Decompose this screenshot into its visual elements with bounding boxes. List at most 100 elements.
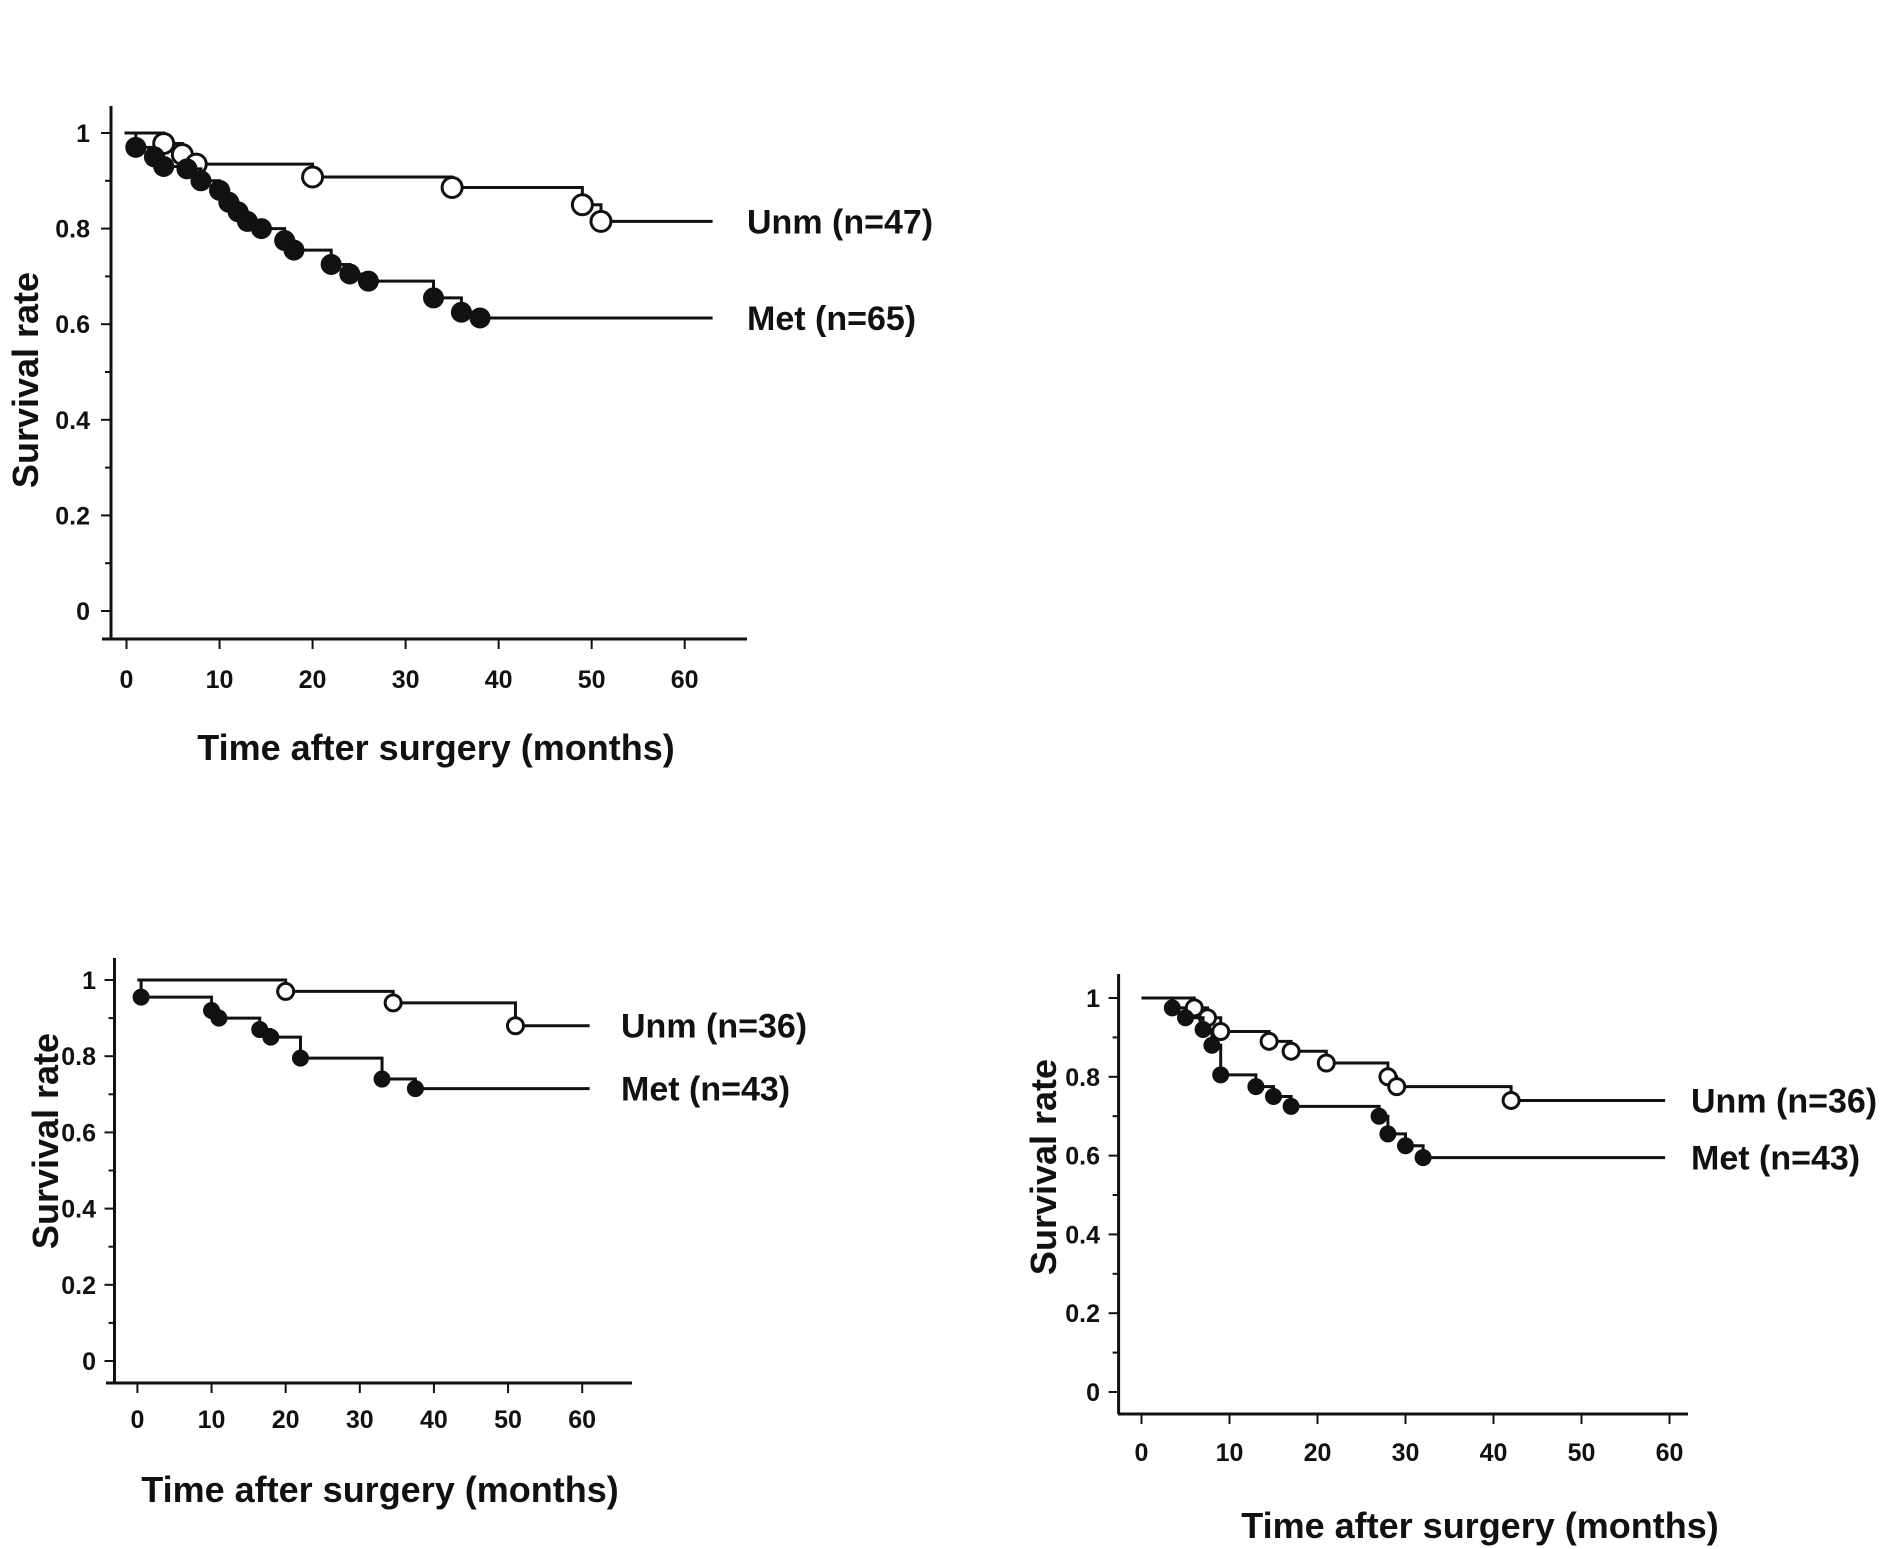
- filled-circle-marker: [423, 287, 445, 309]
- x-tick-label: 0: [1135, 1439, 1149, 1467]
- filled-circle-marker: [406, 1080, 424, 1098]
- y-tick-label: 0.6: [1065, 1143, 1100, 1171]
- survival-step-line: [124, 131, 713, 320]
- open-circle-marker: [570, 193, 594, 217]
- series-unm: Unm (n=47): [124, 131, 933, 241]
- series-label: Met (n=43): [1691, 1140, 1860, 1178]
- series-label: Unm (n=36): [621, 1008, 807, 1046]
- y-tick-label: 0.8: [1065, 1064, 1100, 1092]
- series-met: Met (n=43): [132, 978, 790, 1109]
- y-tick-label: 1: [82, 967, 96, 995]
- filled-circle-marker: [373, 1070, 391, 1088]
- x-tick-label: 0: [120, 666, 134, 694]
- y-tick-label: 0.2: [55, 502, 90, 530]
- y-tick-label: 0.4: [55, 407, 90, 435]
- y-tick-label: 0.8: [61, 1043, 96, 1071]
- series-met: Met (n=43): [1141, 996, 1860, 1178]
- y-axis-title: Survival rate: [25, 1033, 66, 1249]
- y-axis-title: Survival rate: [5, 272, 46, 488]
- series-met: Met (n=65): [124, 131, 916, 338]
- filled-circle-marker: [262, 1028, 280, 1046]
- y-axis-title: Survival rate: [1023, 1059, 1064, 1275]
- x-tick-label: 40: [420, 1406, 448, 1434]
- open-circle-marker: [301, 165, 325, 189]
- filled-circle-marker: [1203, 1036, 1221, 1054]
- open-circle-marker: [589, 209, 613, 233]
- x-tick-label: 60: [671, 666, 699, 694]
- series-label: Unm (n=36): [1691, 1082, 1877, 1120]
- filled-circle-marker: [1212, 1066, 1230, 1084]
- filled-circle-marker: [1177, 1009, 1194, 1027]
- filled-circle-marker: [250, 218, 272, 240]
- x-tick-label: 30: [1392, 1439, 1420, 1467]
- y-tick-label: 0.2: [1065, 1300, 1100, 1328]
- y-tick-label: 0.8: [55, 216, 90, 244]
- x-axis-title: Time after surgery (months): [197, 727, 674, 768]
- filled-circle-marker: [469, 307, 491, 329]
- y-tick-label: 0.6: [55, 311, 90, 339]
- survival-step-line: [137, 978, 590, 1091]
- series-unm: Unm (n=36): [1141, 996, 1877, 1120]
- filled-circle-marker: [1379, 1125, 1397, 1143]
- x-tick-label: 50: [1568, 1439, 1596, 1467]
- filled-circle-marker: [153, 155, 175, 177]
- x-axis-title: Time after surgery (months): [1241, 1505, 1718, 1546]
- x-tick-label: 20: [272, 1406, 300, 1434]
- open-circle-marker: [1211, 1021, 1231, 1041]
- x-tick-label: 20: [1304, 1439, 1332, 1467]
- x-tick-label: 30: [392, 666, 420, 694]
- filled-circle-marker: [1397, 1137, 1414, 1155]
- filled-circle-marker: [1163, 999, 1181, 1017]
- filled-circle-marker: [190, 170, 212, 192]
- filled-circle-marker: [125, 136, 147, 158]
- filled-circle-marker: [320, 253, 342, 275]
- open-circle-marker: [440, 175, 464, 199]
- series-label: Met (n=65): [747, 300, 916, 338]
- x-tick-label: 60: [1656, 1439, 1684, 1467]
- y-tick-label: 0.4: [61, 1196, 96, 1224]
- x-tick-label: 60: [568, 1406, 596, 1434]
- x-tick-label: 10: [198, 1406, 226, 1434]
- open-circle-marker: [1387, 1077, 1407, 1097]
- open-circle-marker: [276, 981, 296, 1001]
- filled-circle-marker: [1265, 1088, 1282, 1105]
- y-tick-label: 0: [1086, 1379, 1100, 1407]
- x-axis-title: Time after surgery (months): [141, 1469, 618, 1510]
- open-circle-marker: [1316, 1053, 1336, 1073]
- y-tick-label: 0.2: [61, 1272, 96, 1300]
- y-tick-label: 1: [76, 120, 90, 148]
- filled-circle-marker: [1247, 1078, 1265, 1096]
- x-tick-label: 0: [130, 1406, 144, 1434]
- series-label: Met (n=43): [621, 1071, 790, 1109]
- series-label: Unm (n=47): [747, 203, 933, 241]
- x-tick-label: 50: [578, 666, 606, 694]
- y-tick-label: 0.4: [1065, 1221, 1100, 1249]
- x-tick-label: 40: [485, 666, 513, 694]
- filled-circle-marker: [1282, 1097, 1300, 1115]
- filled-circle-marker: [210, 1009, 228, 1027]
- x-tick-label: 50: [494, 1406, 522, 1434]
- filled-circle-marker: [283, 239, 305, 261]
- y-tick-label: 0: [76, 598, 90, 626]
- filled-circle-marker: [1370, 1107, 1388, 1125]
- open-circle-marker: [383, 993, 403, 1013]
- y-tick-label: 0: [82, 1348, 96, 1376]
- y-tick-label: 1: [1086, 985, 1100, 1013]
- x-tick-label: 10: [206, 666, 234, 694]
- x-tick-label: 20: [299, 666, 327, 694]
- open-circle-marker: [505, 1016, 525, 1036]
- filled-circle-marker: [1194, 1021, 1212, 1039]
- filled-circle-marker: [450, 301, 472, 323]
- y-tick-label: 0.6: [61, 1119, 96, 1147]
- filled-circle-marker: [176, 158, 198, 180]
- survival-step-line: [124, 131, 713, 223]
- filled-circle-marker: [132, 988, 150, 1006]
- filled-circle-marker: [291, 1049, 309, 1067]
- filled-circle-marker: [339, 263, 361, 285]
- open-circle-marker: [1501, 1090, 1521, 1110]
- open-circle-marker: [1281, 1041, 1301, 1061]
